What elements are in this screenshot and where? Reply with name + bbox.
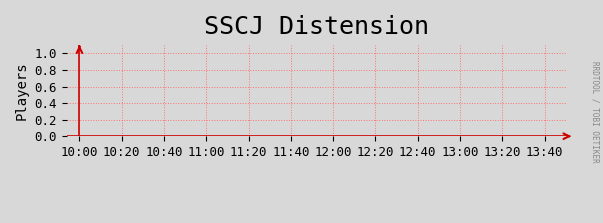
Title: SSCJ Distension: SSCJ Distension	[204, 15, 429, 39]
Y-axis label: Players: Players	[15, 61, 29, 120]
Text: RRDTOOL / TOBI OETIKER: RRDTOOL / TOBI OETIKER	[591, 61, 600, 162]
